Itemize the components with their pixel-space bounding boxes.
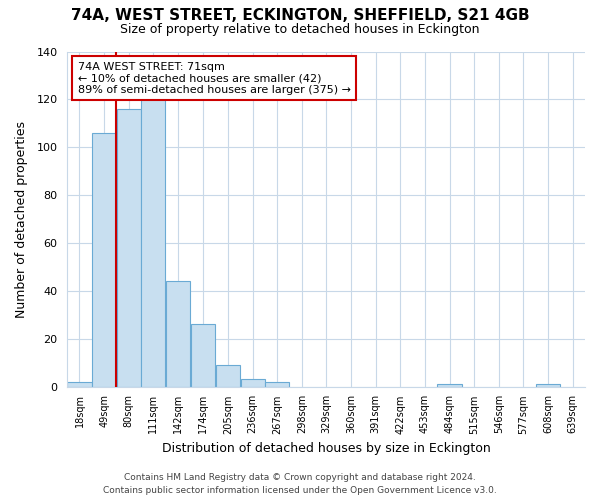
Text: 74A, WEST STREET, ECKINGTON, SHEFFIELD, S21 4GB: 74A, WEST STREET, ECKINGTON, SHEFFIELD, … <box>71 8 529 22</box>
Bar <box>241 380 265 386</box>
Text: Contains HM Land Registry data © Crown copyright and database right 2024.
Contai: Contains HM Land Registry data © Crown c… <box>103 473 497 495</box>
Bar <box>141 68 166 386</box>
Bar <box>216 365 240 386</box>
Bar <box>437 384 462 386</box>
Bar <box>166 281 190 386</box>
Bar <box>67 382 92 386</box>
Bar <box>536 384 560 386</box>
Text: Size of property relative to detached houses in Eckington: Size of property relative to detached ho… <box>120 22 480 36</box>
Text: 74A WEST STREET: 71sqm
← 10% of detached houses are smaller (42)
89% of semi-det: 74A WEST STREET: 71sqm ← 10% of detached… <box>77 62 350 95</box>
Bar <box>116 109 141 386</box>
Bar <box>191 324 215 386</box>
Bar <box>92 133 116 386</box>
Bar <box>265 382 289 386</box>
Y-axis label: Number of detached properties: Number of detached properties <box>15 120 28 318</box>
X-axis label: Distribution of detached houses by size in Eckington: Distribution of detached houses by size … <box>162 442 490 455</box>
